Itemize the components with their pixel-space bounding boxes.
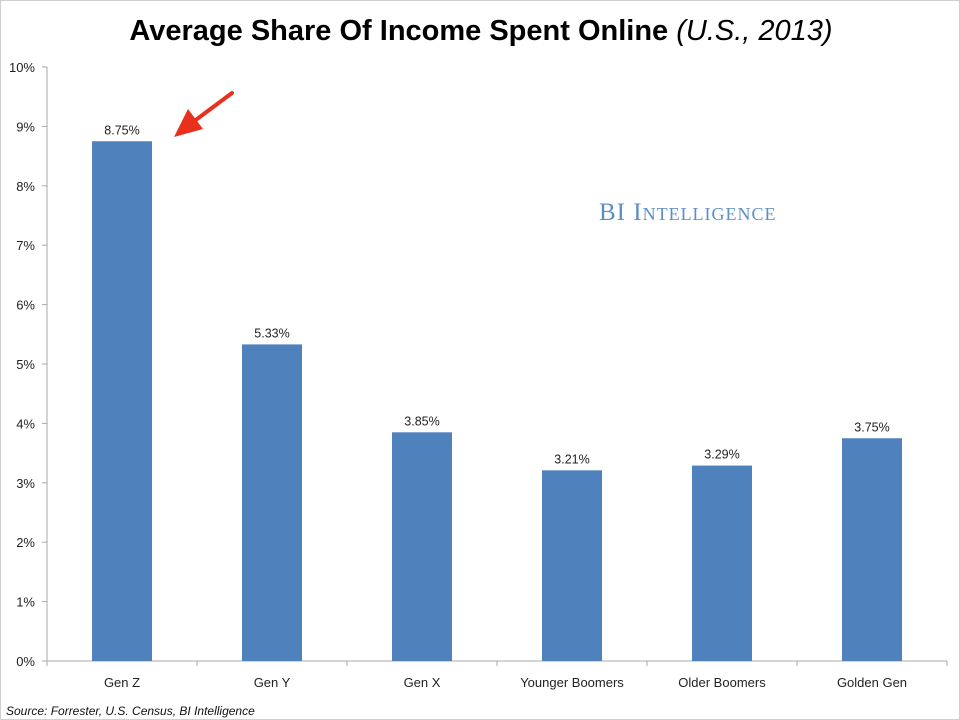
data-label: 3.21% [554, 452, 589, 466]
y-tick-label: 7% [16, 238, 35, 253]
bar [392, 432, 452, 661]
x-tick-label: Gen X [404, 675, 441, 690]
data-label: 5.33% [254, 326, 289, 340]
y-tick-label: 10% [9, 60, 35, 75]
x-tick-label: Younger Boomers [520, 675, 624, 690]
bar [692, 465, 752, 661]
x-tick-label: Golden Gen [837, 675, 907, 690]
arrow-shaft [187, 91, 234, 127]
chart-subtitle: (U.S., 2013) [676, 15, 833, 47]
y-tick-label: 8% [16, 179, 35, 194]
arrow-head-icon [174, 109, 203, 137]
bar [242, 344, 302, 661]
watermark-logo: BI Intelligence [599, 199, 777, 226]
y-tick-label: 5% [16, 357, 35, 372]
source-note: Source: Forrester, U.S. Census, BI Intel… [6, 704, 255, 718]
y-tick-label: 9% [16, 119, 35, 134]
bar [92, 141, 152, 661]
x-tick-label: Older Boomers [678, 675, 766, 690]
chart-title: Average Share Of Income Spent Online (U.… [129, 15, 833, 47]
data-label: 8.75% [104, 123, 139, 137]
data-label: 3.85% [404, 414, 439, 428]
bar [542, 470, 602, 661]
y-tick-label: 4% [16, 416, 35, 431]
y-tick-label: 2% [16, 535, 35, 550]
data-label: 3.29% [704, 448, 739, 462]
x-tick-label: Gen Z [104, 675, 140, 690]
data-label: 3.75% [854, 420, 889, 434]
x-tick-label: Gen Y [254, 675, 291, 690]
y-tick-label: 0% [16, 654, 35, 669]
y-tick-label: 3% [16, 476, 35, 491]
y-tick-label: 6% [16, 298, 35, 313]
bar [842, 438, 902, 661]
y-tick-label: 1% [16, 595, 35, 610]
